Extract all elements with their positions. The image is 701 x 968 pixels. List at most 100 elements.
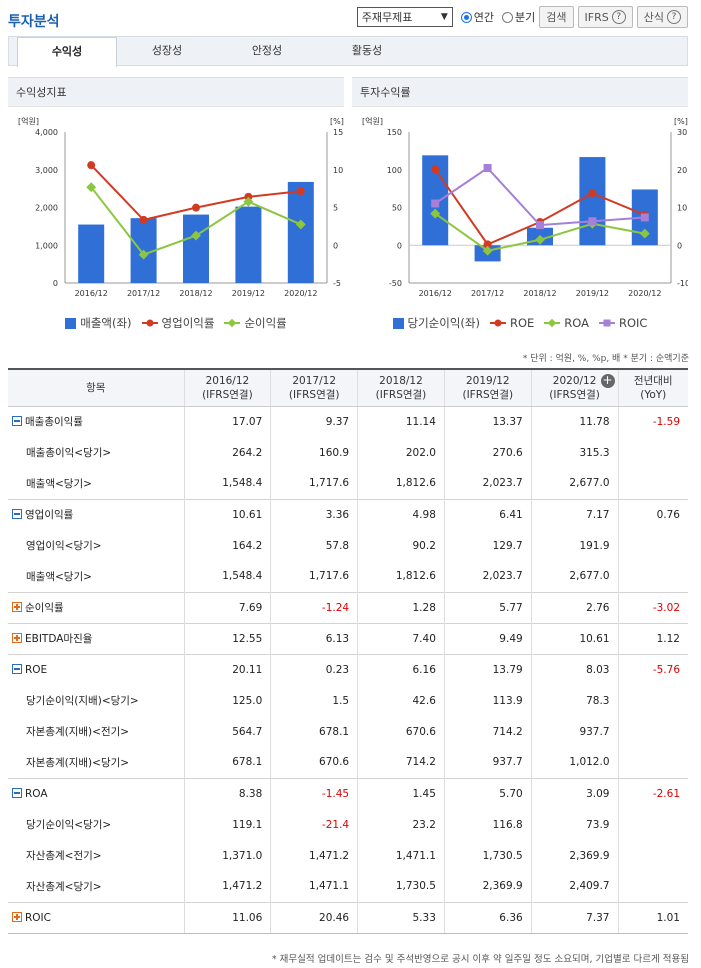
table-cell: 1,548.4 <box>183 468 271 499</box>
legend-label: 매출액(좌) <box>80 316 132 330</box>
table-row[interactable]: ROIC 11.06 20.46 5.33 6.36 7.37 1.01 <box>8 901 688 934</box>
collapse-icon[interactable] <box>12 663 22 674</box>
right-tick-label: 10 <box>333 166 343 175</box>
legend-item: 매출액(좌) <box>65 315 132 331</box>
expand-icon[interactable] <box>12 602 22 612</box>
add-column-button[interactable]: + <box>600 373 615 388</box>
table-cell: 8.38 <box>183 777 271 809</box>
yoy-cell: -5.76 <box>617 653 688 685</box>
column-basis: (IFRS연결) <box>549 388 600 401</box>
table-cell: 20.11 <box>183 653 271 685</box>
table-row[interactable]: 영업이익률 10.61 3.36 4.98 6.41 7.17 0.76 <box>8 498 688 530</box>
row-label: 자산총계<전기> <box>8 840 184 871</box>
table-cell: 1.45 <box>357 777 445 809</box>
table-cell: 1.28 <box>357 591 445 623</box>
table-cell: 10.61 <box>183 498 271 530</box>
chart-legend: 당기순이익(좌) ROE ROA ROIC <box>352 315 688 331</box>
chevron-down-icon: ▼ <box>440 12 448 22</box>
table-cell: 10.61 <box>530 622 618 654</box>
column-header: 2016/12 (IFRS연결) <box>183 368 271 407</box>
data-point <box>192 203 200 212</box>
radio-quarter[interactable]: 분기 <box>502 9 535 25</box>
x-tick-label: 2018/12 <box>179 289 212 298</box>
table-cell: -1.24 <box>270 591 358 623</box>
data-point <box>536 221 544 230</box>
table-row[interactable]: EBITDA마진율 12.55 6.13 7.40 9.49 10.61 1.12 <box>8 622 688 654</box>
expand-icon[interactable] <box>12 633 22 643</box>
table-cell: 113.9 <box>443 685 532 716</box>
help-icon: ? <box>667 10 681 24</box>
table-cell: 116.8 <box>443 809 532 840</box>
table-cell: -1.45 <box>270 777 358 809</box>
analysis-tabs: 수익성 성장성 안정성 활동성 <box>8 36 688 67</box>
legend-swatch <box>544 318 561 328</box>
collapse-icon[interactable] <box>12 509 22 520</box>
table-cell: 2,023.7 <box>443 468 532 499</box>
table-row[interactable]: 매출총이익률 17.07 9.37 11.14 13.37 11.78 -1.59 <box>8 405 688 437</box>
bar <box>579 157 606 246</box>
table-cell: 264.2 <box>183 437 271 468</box>
table-row[interactable]: 순이익률 7.69 -1.24 1.28 5.77 2.76 -3.02 <box>8 591 688 623</box>
column-header: 2020/12 (IFRS연결) + <box>530 368 618 407</box>
legend-label: 순이익률 <box>244 316 287 330</box>
row-label-text: 당기순이익<당기> <box>26 819 112 831</box>
radio-annual[interactable]: 연간 <box>460 9 494 25</box>
table-row[interactable]: ROA 8.38 -1.45 1.45 5.70 3.09 -2.61 <box>8 777 688 809</box>
table-row: 매출액<당기> 1,548.4 1,717.6 1,812.6 2,023.7 2,677… <box>8 561 688 592</box>
column-header-item: 항목 <box>8 368 184 407</box>
collapse-icon[interactable] <box>12 416 22 427</box>
legend-label: ROE <box>509 316 535 330</box>
row-label: 영업이익률 <box>8 498 184 530</box>
collapse-icon[interactable] <box>12 787 22 798</box>
row-label: ROIC <box>8 901 184 934</box>
left-tick-label: 50 <box>392 204 402 213</box>
search-button[interactable]: 검색 <box>539 6 574 28</box>
column-basis: (IFRS연결) <box>288 388 340 401</box>
yoy-title: 전년대비 <box>633 374 673 387</box>
table-cell: 6.13 <box>270 622 358 654</box>
statement-select[interactable]: 주재무제표 ▼ <box>356 7 453 27</box>
left-tick-label: 0 <box>53 279 58 288</box>
data-point <box>588 217 597 226</box>
tab-growth[interactable]: 성장성 <box>151 44 183 57</box>
x-tick-label: 2020/12 <box>284 289 317 298</box>
yoy-sub: (YoY) <box>640 388 667 401</box>
tab-profitability[interactable]: 수익성 <box>17 37 117 67</box>
table-cell: 670.6 <box>357 716 445 747</box>
row-label-text: 매출총이익률 <box>25 416 83 429</box>
yoy-cell <box>617 530 688 561</box>
table-cell: 2,369.9 <box>443 871 532 902</box>
left-unit-label: [억원] <box>18 116 39 126</box>
data-point <box>191 230 201 241</box>
table-cell: 23.2 <box>357 809 445 840</box>
row-label-text: 순이익률 <box>25 602 64 614</box>
ifrs-button[interactable]: IFRS ? <box>577 6 633 28</box>
chart-title: 수익성지표 <box>8 77 344 107</box>
formula-button[interactable]: 산식 ? <box>636 6 688 28</box>
table-cell: 1,730.5 <box>357 871 445 902</box>
series-line <box>434 166 645 227</box>
table-cell: 1,471.2 <box>270 840 358 871</box>
tab-activity[interactable]: 활동성 <box>351 44 383 57</box>
table-cell: 6.16 <box>357 653 445 685</box>
x-tick-label: 2017/12 <box>471 289 504 298</box>
radio-quarter-dot[interactable] <box>502 11 514 23</box>
table-cell: 13.79 <box>443 653 532 685</box>
row-label: 매출액<당기> <box>8 468 184 499</box>
expand-icon[interactable] <box>12 911 22 922</box>
x-tick-label: 2016/12 <box>419 289 452 298</box>
table-cell: 78.3 <box>530 685 618 716</box>
data-point <box>138 249 149 260</box>
radio-annual-dot[interactable] <box>460 11 472 23</box>
right-unit-label: [%] <box>330 117 344 126</box>
yoy-cell <box>617 809 688 840</box>
data-point <box>588 189 597 198</box>
table-row[interactable]: ROE 20.11 0.23 6.16 13.79 8.03 -5.76 <box>8 653 688 685</box>
tab-stability[interactable]: 안정성 <box>251 44 283 57</box>
column-year: 2019/12 <box>465 374 510 387</box>
left-tick-label: 1,000 <box>35 241 58 250</box>
legend-item: ROA <box>544 315 589 331</box>
row-label-text: ROA <box>25 787 48 800</box>
right-tick-label: 15 <box>333 128 343 137</box>
row-label: 당기순이익<당기> <box>8 809 184 840</box>
